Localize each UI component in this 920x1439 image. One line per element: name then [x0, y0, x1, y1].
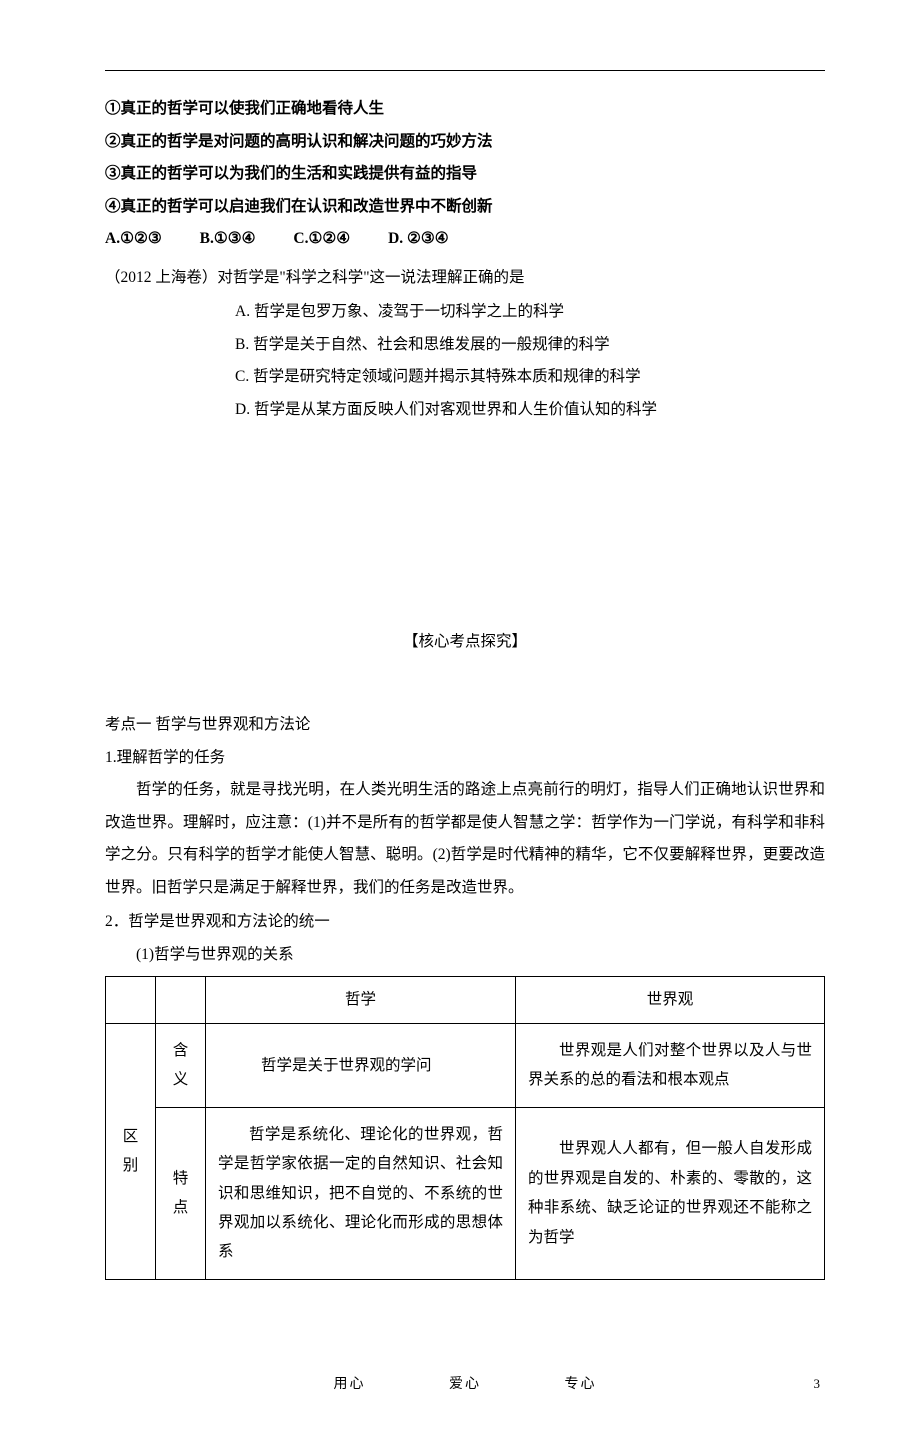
table-row-meaning: 区别 含义 哲学是关于世界观的学问 世界观是人们对整个世界以及人与世界关系的总的…	[106, 1023, 825, 1107]
feature-worldview: 世界观人人都有，但一般人自发形成的世界观是自发的、朴素的、零散的，这种非系统、缺…	[516, 1107, 825, 1279]
header-worldview: 世界观	[516, 977, 825, 1023]
q2-option-c: C. 哲学是研究特定领域问题并揭示其特殊本质和规律的科学	[105, 361, 825, 394]
q1-option-b: B.①③④	[200, 223, 256, 256]
q1-option-c: C.①②④	[293, 223, 350, 256]
point-1-title: 1.理解哲学的任务	[105, 742, 825, 775]
horizontal-rule	[105, 70, 825, 71]
footer-word-1: 用心	[334, 1370, 366, 1399]
meaning-philosophy: 哲学是关于世界观的学问	[206, 1023, 516, 1107]
meaning-worldview: 世界观是人们对整个世界以及人与世界关系的总的看法和根本观点	[516, 1023, 825, 1107]
statement-2: ②真正的哲学是对问题的高明认识和解决问题的巧妙方法	[105, 126, 825, 159]
feature-philosophy: 哲学是系统化、理论化的世界观，哲学是哲学家依据一定的自然知识、社会知识和思维知识…	[206, 1107, 516, 1279]
attr-meaning: 含义	[156, 1023, 206, 1107]
q1-option-a: A.①②③	[105, 223, 162, 256]
table-row-feature: 特点 哲学是系统化、理论化的世界观，哲学是哲学家依据一定的自然知识、社会知识和思…	[106, 1107, 825, 1279]
header-blank-2	[156, 977, 206, 1023]
q1-options: A.①②③ B.①③④ C.①②④ D. ②③④	[105, 223, 825, 256]
q2-option-a: A. 哲学是包罗万象、凌驾于一切科学之上的科学	[105, 296, 825, 329]
header-philosophy: 哲学	[206, 977, 516, 1023]
statement-4: ④真正的哲学可以启迪我们在认识和改造世界中不断创新	[105, 191, 825, 224]
point-2-sub: (1)哲学与世界观的关系	[105, 939, 825, 972]
q2-option-b: B. 哲学是关于自然、社会和思维发展的一般规律的科学	[105, 329, 825, 362]
footer-word-2: 爱心	[449, 1370, 481, 1399]
page-number: 3	[814, 1370, 821, 1397]
statement-1: ①真正的哲学可以使我们正确地看待人生	[105, 93, 825, 126]
footer-word-3: 专心	[565, 1370, 597, 1399]
point-1-body: 哲学的任务，就是寻找光明，在人类光明生活的路途上点亮前行的明灯，指导人们正确地认…	[105, 774, 825, 904]
q1-option-d: D. ②③④	[388, 223, 449, 256]
statement-3: ③真正的哲学可以为我们的生活和实践提供有益的指导	[105, 158, 825, 191]
page-footer: 用心 爱心 专心 3	[105, 1370, 825, 1399]
q2-option-d: D. 哲学是从某方面反映人们对客观世界和人生价值认知的科学	[105, 394, 825, 427]
table-header-row: 哲学 世界观	[106, 977, 825, 1023]
kaodian-title: 考点一 哲学与世界观和方法论	[105, 709, 825, 742]
comparison-table: 哲学 世界观 区别 含义 哲学是关于世界观的学问 世界观是人们对整个世界以及人与…	[105, 976, 825, 1280]
header-blank-1	[106, 977, 156, 1023]
point-2-title: 2．哲学是世界观和方法论的统一	[105, 906, 825, 939]
attr-feature: 特点	[156, 1107, 206, 1279]
q2-stem: （2012 上海卷）对哲学是"科学之科学"这一说法理解正确的是	[105, 262, 825, 295]
section-heading: 【核心考点探究】	[105, 626, 825, 659]
row-label-distinction: 区别	[106, 1023, 156, 1279]
